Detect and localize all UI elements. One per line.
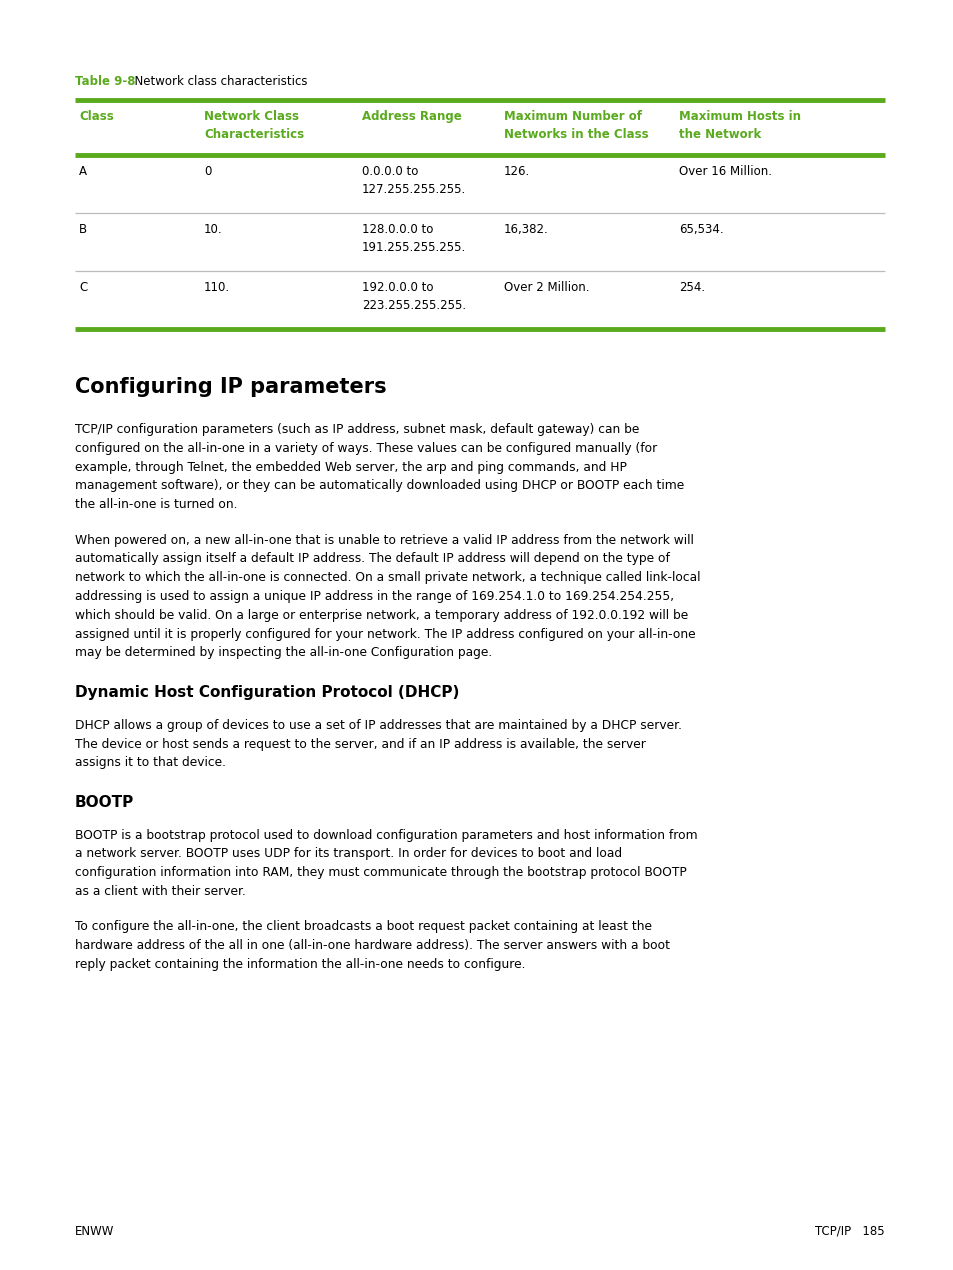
Text: Address Range: Address Range bbox=[361, 110, 461, 123]
Text: BOOTP: BOOTP bbox=[75, 795, 134, 810]
Text: DHCP allows a group of devices to use a set of IP addresses that are maintained : DHCP allows a group of devices to use a … bbox=[75, 719, 681, 770]
Text: 65,534.: 65,534. bbox=[679, 224, 723, 236]
Text: Class: Class bbox=[79, 110, 113, 123]
Text: C: C bbox=[79, 281, 87, 293]
Text: When powered on, a new all-in-one that is unable to retrieve a valid IP address : When powered on, a new all-in-one that i… bbox=[75, 533, 700, 659]
Text: Maximum Hosts in
the Network: Maximum Hosts in the Network bbox=[679, 110, 801, 141]
Text: 254.: 254. bbox=[679, 281, 704, 293]
Text: To configure the all-in-one, the client broadcasts a boot request packet contain: To configure the all-in-one, the client … bbox=[75, 919, 669, 970]
Text: 16,382.: 16,382. bbox=[503, 224, 548, 236]
Text: 110.: 110. bbox=[204, 281, 230, 293]
Text: Network Class
Characteristics: Network Class Characteristics bbox=[204, 110, 304, 141]
Text: Configuring IP parameters: Configuring IP parameters bbox=[75, 377, 386, 398]
Text: 128.0.0.0 to
191.255.255.255.: 128.0.0.0 to 191.255.255.255. bbox=[361, 224, 466, 254]
Text: A: A bbox=[79, 165, 87, 178]
Text: TCP/IP configuration parameters (such as IP address, subnet mask, default gatewa: TCP/IP configuration parameters (such as… bbox=[75, 423, 683, 512]
Text: 192.0.0.0 to
223.255.255.255.: 192.0.0.0 to 223.255.255.255. bbox=[361, 281, 466, 312]
Text: Table 9-8: Table 9-8 bbox=[75, 75, 135, 88]
Text: Dynamic Host Configuration Protocol (DHCP): Dynamic Host Configuration Protocol (DHC… bbox=[75, 685, 459, 700]
Text: ENWW: ENWW bbox=[75, 1226, 114, 1238]
Text: 126.: 126. bbox=[503, 165, 530, 178]
Text: Maximum Number of
Networks in the Class: Maximum Number of Networks in the Class bbox=[503, 110, 648, 141]
Text: 0.0.0.0 to
127.255.255.255.: 0.0.0.0 to 127.255.255.255. bbox=[361, 165, 466, 196]
Text: Over 2 Million.: Over 2 Million. bbox=[503, 281, 589, 293]
Text: Over 16 Million.: Over 16 Million. bbox=[679, 165, 771, 178]
Text: B: B bbox=[79, 224, 87, 236]
Text: TCP/IP   185: TCP/IP 185 bbox=[815, 1226, 884, 1238]
Text: 0: 0 bbox=[204, 165, 212, 178]
Text: Network class characteristics: Network class characteristics bbox=[127, 75, 307, 88]
Text: BOOTP is a bootstrap protocol used to download configuration parameters and host: BOOTP is a bootstrap protocol used to do… bbox=[75, 828, 697, 898]
Text: 10.: 10. bbox=[204, 224, 222, 236]
